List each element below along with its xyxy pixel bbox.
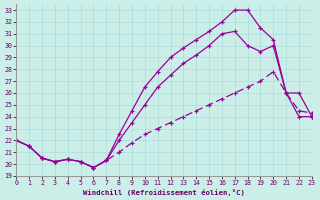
X-axis label: Windchill (Refroidissement éolien,°C): Windchill (Refroidissement éolien,°C) (83, 189, 245, 196)
